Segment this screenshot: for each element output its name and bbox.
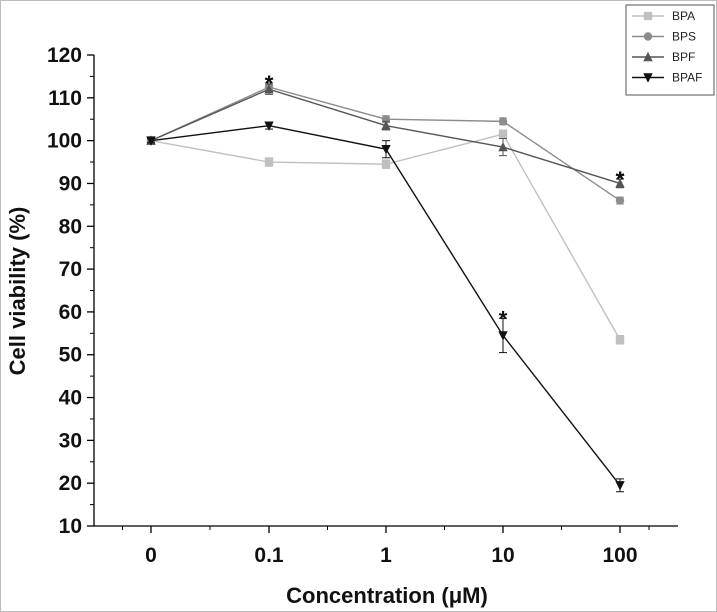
data-point-bpa bbox=[264, 157, 274, 167]
data-point-bpa bbox=[381, 159, 391, 169]
data-point-bpaf bbox=[264, 121, 274, 131]
data-point-bpaf bbox=[615, 481, 625, 491]
legend-marker bbox=[643, 51, 653, 62]
legend-label: BPAF bbox=[672, 71, 702, 85]
x-axis-title: Concentration (μM) bbox=[286, 583, 488, 608]
data-point-bps bbox=[615, 196, 625, 205]
data-point-bps bbox=[498, 117, 508, 126]
series-layer bbox=[146, 82, 625, 493]
significance-star: * bbox=[616, 167, 625, 192]
y-tick-label: 80 bbox=[59, 215, 82, 238]
legend-marker bbox=[643, 73, 653, 83]
y-tick-label: 60 bbox=[59, 301, 82, 324]
x-tick-label: 0 bbox=[145, 544, 157, 567]
series-bpaf bbox=[146, 121, 625, 493]
series-bpf bbox=[146, 83, 625, 189]
significance-star: * bbox=[616, 167, 625, 192]
y-tick-label: 110 bbox=[48, 87, 82, 110]
legend-entry-bpf: BPF bbox=[632, 50, 695, 64]
legend-label: BPS bbox=[672, 30, 696, 44]
significance-star: * bbox=[499, 306, 508, 331]
legend-marker bbox=[643, 32, 653, 41]
x-tick-label: 100 bbox=[602, 544, 637, 567]
significance-annotations: ******* bbox=[265, 71, 625, 332]
data-point-bpaf bbox=[146, 136, 156, 146]
y-tick-label: 100 bbox=[47, 130, 82, 153]
data-point-bpa bbox=[498, 130, 508, 139]
y-tick-label: 90 bbox=[59, 172, 82, 195]
legend-entry-bpaf: BPAF bbox=[632, 71, 702, 85]
y-tick-label: 20 bbox=[59, 472, 82, 495]
y-tick-label: 50 bbox=[59, 344, 82, 367]
y-tick-label: 70 bbox=[59, 258, 82, 281]
significance-star: * bbox=[265, 71, 274, 96]
data-point-bpf bbox=[615, 178, 625, 188]
data-point-bpf bbox=[381, 120, 391, 130]
x-tick-label: 0.1 bbox=[254, 544, 284, 567]
legend-entry-bps: BPS bbox=[632, 30, 696, 44]
y-tick-label: 10 bbox=[59, 515, 82, 538]
y-axis-title: Cell viability (%) bbox=[5, 207, 30, 376]
data-point-bpa bbox=[615, 335, 625, 344]
x-tick-label: 1 bbox=[380, 544, 392, 567]
series-line-bpf bbox=[150, 88, 621, 185]
legend-label: BPA bbox=[672, 9, 695, 23]
significance-star: * bbox=[616, 167, 625, 192]
x-tick-label: 10 bbox=[491, 544, 514, 567]
significance-star: * bbox=[616, 167, 625, 192]
legend-box bbox=[625, 4, 715, 96]
significance-star: * bbox=[265, 71, 274, 96]
legend-marker bbox=[643, 11, 653, 21]
data-point-bpaf bbox=[498, 331, 508, 341]
y-tick-label: 120 bbox=[47, 44, 82, 67]
series-line-bpaf bbox=[150, 124, 621, 486]
legend-entry-bpa: BPA bbox=[632, 9, 695, 23]
legend-label: BPF bbox=[672, 50, 695, 64]
legend: BPA BPS BPF BPAF bbox=[625, 4, 715, 96]
data-point-bpf bbox=[264, 84, 274, 94]
data-point-bpf bbox=[498, 141, 508, 152]
data-point-bpaf bbox=[381, 145, 391, 155]
y-tick-label: 40 bbox=[59, 387, 82, 410]
y-tick-label: 30 bbox=[59, 429, 82, 452]
